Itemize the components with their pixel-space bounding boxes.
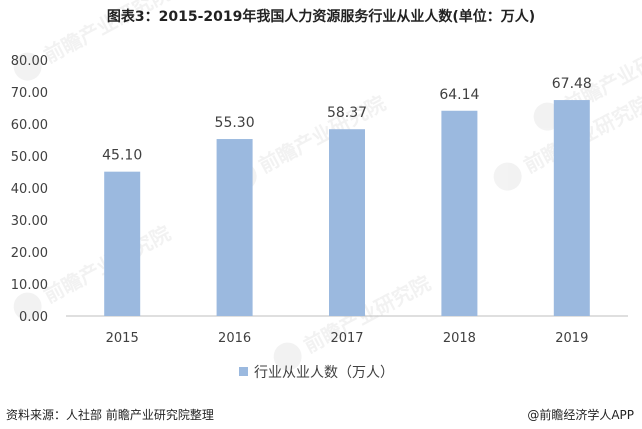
y-tick-label: 50.00 xyxy=(11,150,48,165)
watermark-logo: 前瞻产业研究院 xyxy=(13,0,175,81)
y-tick-label: 0.00 xyxy=(19,310,48,325)
data-label: 45.10 xyxy=(102,148,142,164)
data-label: 55.30 xyxy=(215,115,255,131)
x-tick-label: 2016 xyxy=(218,331,251,346)
data-label: 64.14 xyxy=(439,87,479,103)
legend-swatch xyxy=(239,367,248,376)
x-tick-label: 2017 xyxy=(330,331,363,346)
bar-2015 xyxy=(104,171,141,316)
x-tick-label: 2019 xyxy=(555,331,588,346)
bar-2018 xyxy=(441,110,478,316)
watermark-layer: 前瞻产业研究院前瞻产业研究院前瞻产业研究院前瞻产业研究院前瞻产业研究院前瞻产业研… xyxy=(13,0,642,371)
bar-2019 xyxy=(553,100,590,317)
data-label: 58.37 xyxy=(327,105,367,121)
chart-title: 图表3：2015-2019年我国人力资源服务行业从业人数(单位：万人) xyxy=(106,9,536,25)
bar-series: 45.10 55.30 58.37 64.14 67.48 xyxy=(102,76,592,317)
watermark-text: 前瞻产业研究院 xyxy=(40,0,175,68)
y-tick-label: 10.00 xyxy=(11,278,48,293)
bar-2017 xyxy=(329,129,365,316)
x-tick-label: 2015 xyxy=(106,331,139,346)
y-axis: 0.00 10.00 20.00 30.00 40.00 50.00 60.00 70.00 8… xyxy=(11,54,48,325)
y-tick-label: 30.00 xyxy=(11,214,48,229)
legend-label: 行业从业人数（万人） xyxy=(254,365,394,381)
brand-label: @前瞻经济学人APP xyxy=(527,408,634,422)
y-tick-label: 20.00 xyxy=(11,246,48,261)
y-tick-label: 80.00 xyxy=(11,54,48,69)
y-tick-label: 40.00 xyxy=(11,182,48,197)
x-tick-label: 2018 xyxy=(443,331,476,346)
watermark-text: 前瞻产业研究院 xyxy=(300,271,435,358)
watermark-text: 前瞻产业研究院 xyxy=(255,91,390,178)
bar-2016 xyxy=(216,139,253,316)
data-label: 67.48 xyxy=(552,76,592,92)
y-tick-label: 60.00 xyxy=(11,118,48,133)
legend: 行业从业人数（万人） xyxy=(239,365,394,381)
x-axis: 2015 2016 2017 2018 2019 xyxy=(106,331,589,346)
y-tick-label: 70.00 xyxy=(11,86,48,101)
source-note: 资料来源：人社部 前瞻产业研究院整理 xyxy=(6,408,214,422)
